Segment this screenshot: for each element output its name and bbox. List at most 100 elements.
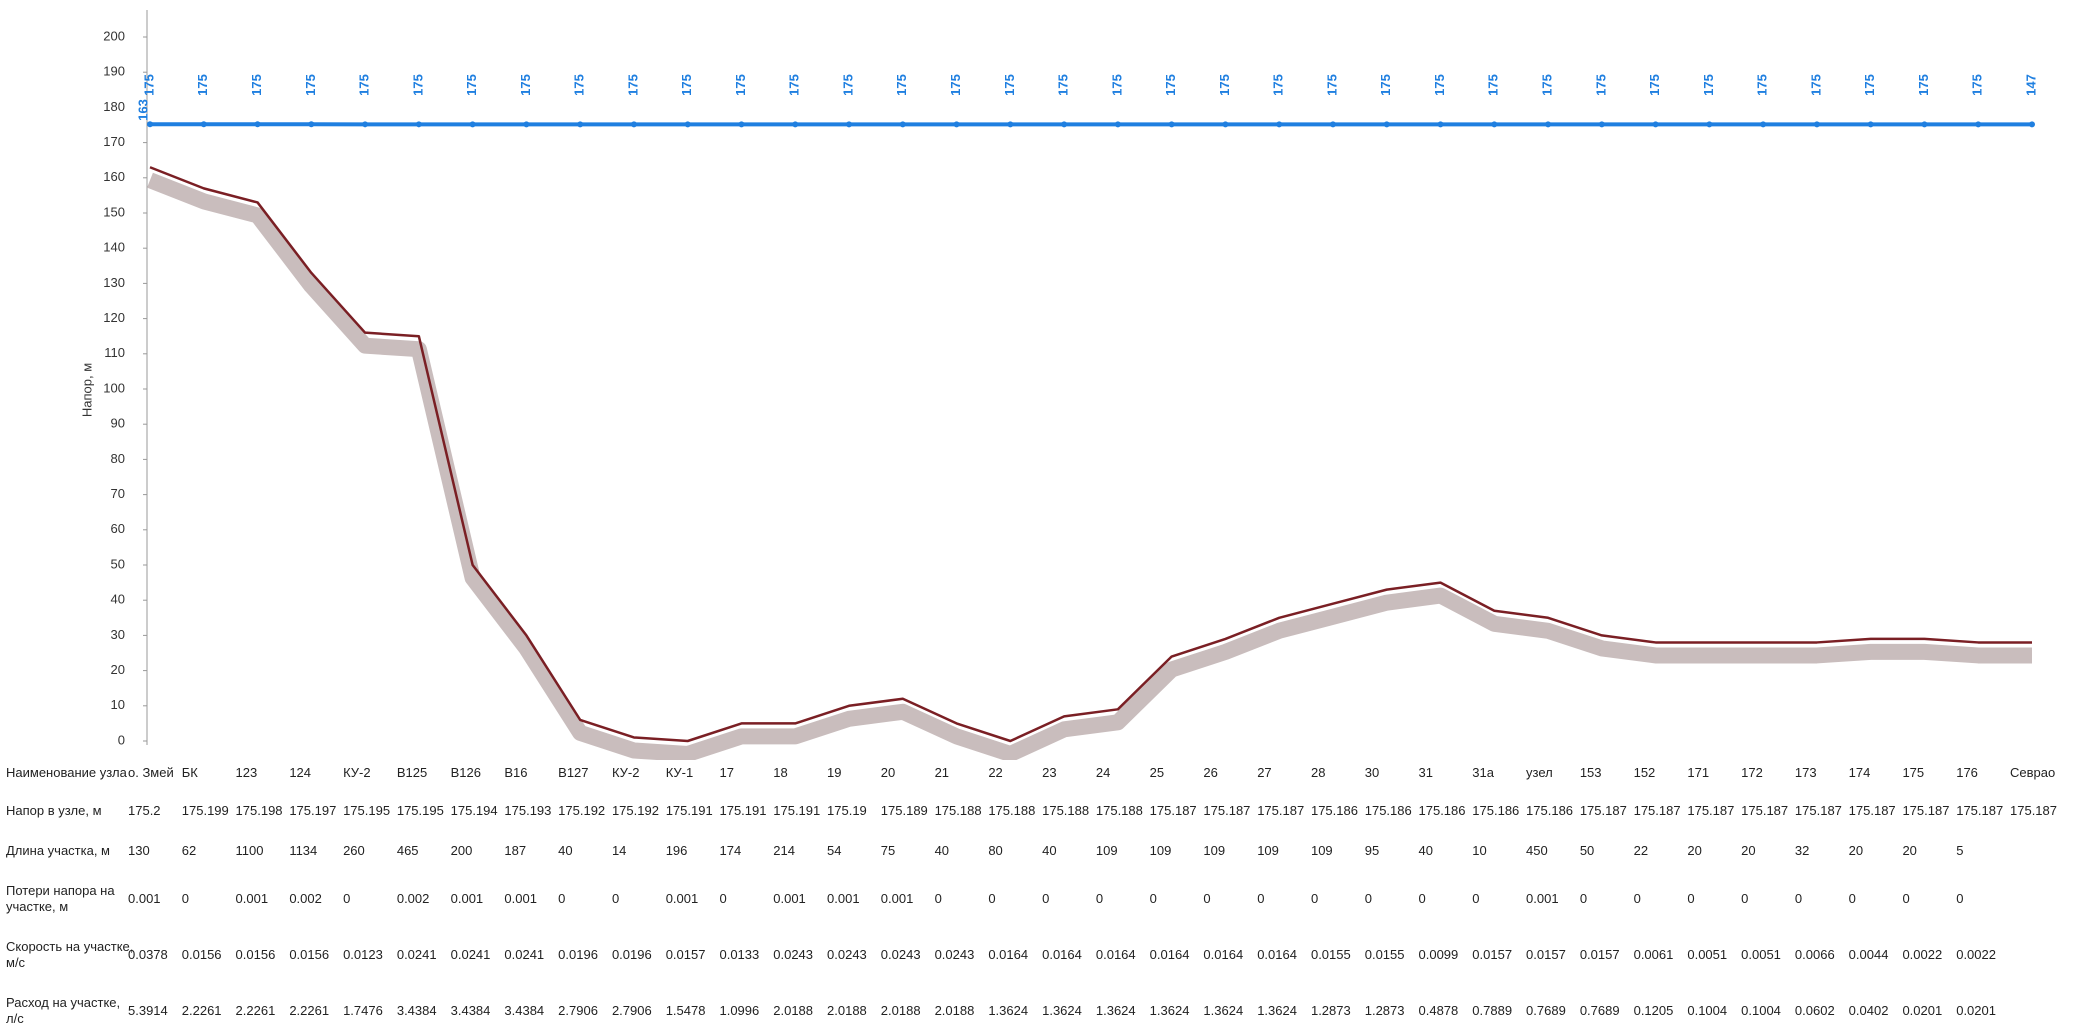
head-marker (362, 121, 369, 128)
segment-speeds: 0.0243 (934, 947, 975, 962)
node-name: 22 (988, 765, 1003, 780)
node-head: 175.187 (2010, 803, 2057, 818)
row-header: Наименование узла (6, 765, 127, 780)
node-head: 175.187 (1633, 803, 1681, 818)
head-marker (469, 121, 476, 128)
head-marker (1383, 121, 1390, 128)
segment-flows: 1.3624 (1095, 1003, 1136, 1018)
segment-lengths: 32 (1794, 843, 1810, 858)
segment-losses: 0 (1149, 891, 1157, 906)
node-name: КУ-1 (665, 765, 694, 780)
segment-losses: 0.001 (665, 891, 699, 906)
head-label: 175 (195, 74, 210, 96)
node-head: 175.187 (1956, 803, 2004, 818)
chart: Напор, м 0 10 20 30 40 50 60 70 80 90 100 110 120 130… (79, 10, 2038, 760)
head-marker (1706, 121, 1713, 128)
node-name: 174 (1848, 765, 1871, 780)
segment-losses: 0.001 (773, 891, 806, 906)
head-label: 175 (1217, 74, 1232, 96)
y-tick-label: 150 (103, 204, 125, 219)
node-head: 175.188 (1042, 803, 1090, 818)
segment-speeds: 0.0051 (1687, 947, 1728, 962)
node-head: 175.193 (504, 803, 552, 818)
head-label: 175 (1916, 74, 1931, 96)
segment-flows: 1.3624 (1203, 1003, 1244, 1018)
segment-lengths: 109 (1149, 843, 1172, 858)
node-name: 19 (827, 765, 842, 780)
segment-flows: 0.0602 (1794, 1003, 1835, 1018)
segment-speeds: 0.0155 (1364, 947, 1405, 962)
head-label: 175 (1862, 74, 1877, 96)
head-marker (200, 121, 207, 128)
segment-lengths: 54 (827, 843, 842, 858)
segment-speeds: 0.0241 (504, 947, 545, 962)
segment-lengths: 40 (1042, 843, 1057, 858)
segment-losses: 0 (343, 891, 351, 906)
node-head: 175.191 (665, 803, 713, 818)
y-tick-label: 110 (104, 345, 125, 360)
head-marker (415, 121, 422, 128)
segment-flows: 1.0996 (719, 1003, 760, 1018)
y-axis-label: Напор, м (79, 363, 94, 417)
segment-speeds: 0.0241 (396, 947, 437, 962)
head-label: 175 (787, 74, 802, 96)
segment-lengths: 174 (719, 843, 742, 858)
segment-lengths: 450 (1526, 843, 1548, 858)
segment-speeds: 0.0164 (1095, 947, 1136, 962)
node-head: 175.197 (289, 803, 337, 818)
segment-losses: 0 (1956, 891, 1964, 906)
head-label: 175 (1593, 74, 1608, 96)
segment-lengths: 200 (450, 843, 473, 858)
segment-speeds: 0.0022 (1902, 947, 1943, 962)
head-label: 175 (464, 74, 479, 96)
node-name: 152 (1633, 765, 1656, 780)
annotation: 163 (135, 99, 150, 121)
head-label: 175 (1378, 74, 1393, 96)
segment-flows: 1.5478 (665, 1003, 706, 1018)
node-name: узел (1526, 765, 1553, 780)
segment-speeds: 0.0164 (1042, 947, 1082, 962)
segment-speeds: 0.0243 (880, 947, 921, 962)
segment-lengths: 10 (1472, 843, 1487, 858)
segment-speeds: 0.0051 (1741, 947, 1781, 962)
segment-losses: 0.001 (504, 891, 537, 906)
node-head: 175.187 (1257, 803, 1305, 818)
node-name: 23 (1042, 765, 1057, 780)
node-head: 175.187 (1203, 803, 1251, 818)
head-label: 175 (303, 74, 318, 96)
head-label: 175 (1432, 74, 1447, 96)
segment-flows: 2.7906 (611, 1003, 652, 1018)
head-label: 175 (1970, 74, 1985, 96)
node-head: 175.194 (450, 803, 498, 818)
head-label: 175 (733, 74, 748, 96)
segment-losses: 0 (1902, 891, 1910, 906)
segment-flows: 2.2261 (289, 1003, 330, 1018)
segment-speeds: 0.0133 (719, 947, 760, 962)
node-head: 175.187 (1794, 803, 1842, 818)
y-tick-label: 70 (111, 486, 125, 501)
segment-losses: 0.001 (880, 891, 914, 906)
segment-flows: 1.3624 (1149, 1003, 1190, 1018)
segment-lengths: 465 (396, 843, 419, 858)
node-name: 25 (1149, 765, 1165, 780)
y-tick-label: 200 (103, 28, 125, 43)
row-header: Потери напора на участке, м (6, 883, 115, 914)
head-marker (684, 121, 691, 128)
node-name: В16 (504, 765, 528, 780)
node-head: 175.187 (1848, 803, 1896, 818)
segment-flows: 2.2261 (181, 1003, 222, 1018)
node-name: 30 (1364, 765, 1380, 780)
head-marker (1813, 121, 1820, 128)
y-tick-label: 140 (103, 240, 125, 255)
segment-losses: 0 (558, 891, 566, 906)
segment-flows: 1.2873 (1364, 1003, 1405, 1018)
y-tick-label: 30 (111, 627, 125, 642)
segment-speeds: 0.0022 (1956, 947, 1996, 962)
segment-speeds: 0.0164 (1257, 947, 1297, 962)
node-name: БК (181, 765, 198, 780)
head-marker (1867, 121, 1874, 128)
segment-losses: 0 (1310, 891, 1319, 906)
segment-lengths: 40 (1418, 843, 1433, 858)
segment-flows: 1.3624 (1042, 1003, 1082, 1018)
